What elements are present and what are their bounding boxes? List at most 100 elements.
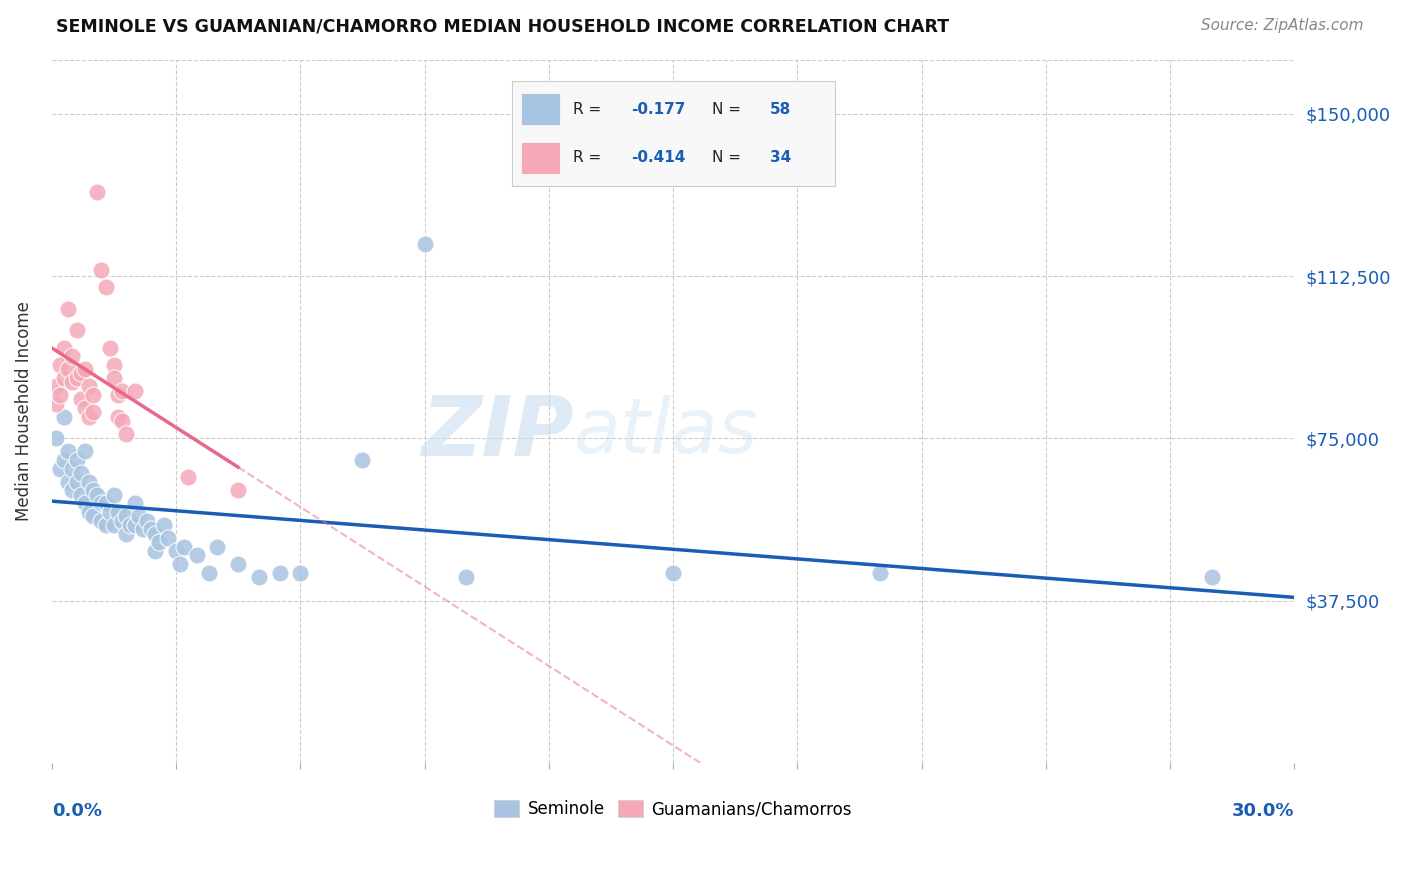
Point bbox=[662, 566, 685, 580]
Point bbox=[53, 453, 76, 467]
Point bbox=[124, 496, 146, 510]
Point bbox=[86, 488, 108, 502]
Point bbox=[152, 518, 174, 533]
Point bbox=[115, 509, 138, 524]
Point bbox=[45, 379, 67, 393]
Point bbox=[62, 461, 84, 475]
Point bbox=[124, 384, 146, 398]
Point bbox=[124, 518, 146, 533]
Point bbox=[198, 566, 221, 580]
Point bbox=[49, 358, 72, 372]
Point bbox=[69, 488, 91, 502]
Point bbox=[73, 444, 96, 458]
Point bbox=[58, 301, 80, 316]
Point bbox=[86, 185, 108, 199]
Point bbox=[69, 466, 91, 480]
Point bbox=[111, 414, 134, 428]
Point bbox=[128, 509, 150, 524]
Point bbox=[269, 566, 291, 580]
Point bbox=[94, 518, 117, 533]
Point bbox=[65, 475, 87, 489]
Point bbox=[65, 371, 87, 385]
Point bbox=[115, 427, 138, 442]
Point bbox=[413, 236, 436, 251]
Point bbox=[247, 570, 270, 584]
Point bbox=[156, 531, 179, 545]
Point bbox=[1201, 570, 1223, 584]
Point bbox=[77, 475, 100, 489]
Point bbox=[45, 432, 67, 446]
Point bbox=[82, 405, 104, 419]
Point bbox=[120, 518, 142, 533]
Point bbox=[69, 392, 91, 407]
Point bbox=[107, 505, 129, 519]
Point bbox=[111, 514, 134, 528]
Point bbox=[58, 444, 80, 458]
Point bbox=[69, 367, 91, 381]
Point bbox=[132, 522, 155, 536]
Point bbox=[107, 409, 129, 424]
Point bbox=[226, 557, 249, 571]
Point bbox=[173, 540, 195, 554]
Point bbox=[141, 522, 163, 536]
Point bbox=[136, 514, 159, 528]
Point bbox=[226, 483, 249, 498]
Point bbox=[73, 496, 96, 510]
Text: ZIP: ZIP bbox=[420, 392, 574, 473]
Point bbox=[45, 397, 67, 411]
Point bbox=[352, 453, 374, 467]
Point bbox=[454, 570, 477, 584]
Point bbox=[143, 544, 166, 558]
Y-axis label: Median Household Income: Median Household Income bbox=[15, 301, 32, 521]
Point bbox=[90, 514, 112, 528]
Point bbox=[49, 388, 72, 402]
Point bbox=[53, 341, 76, 355]
Point bbox=[207, 540, 229, 554]
Text: Source: ZipAtlas.com: Source: ZipAtlas.com bbox=[1201, 18, 1364, 33]
Text: SEMINOLE VS GUAMANIAN/CHAMORRO MEDIAN HOUSEHOLD INCOME CORRELATION CHART: SEMINOLE VS GUAMANIAN/CHAMORRO MEDIAN HO… bbox=[56, 18, 949, 36]
Point bbox=[290, 566, 312, 580]
Point bbox=[82, 388, 104, 402]
Point bbox=[49, 461, 72, 475]
Text: 30.0%: 30.0% bbox=[1232, 802, 1295, 820]
Point bbox=[77, 505, 100, 519]
Point bbox=[103, 488, 125, 502]
Point bbox=[94, 496, 117, 510]
Point bbox=[82, 509, 104, 524]
Point bbox=[103, 371, 125, 385]
Point bbox=[90, 262, 112, 277]
Point bbox=[107, 388, 129, 402]
Text: 0.0%: 0.0% bbox=[52, 802, 101, 820]
Point bbox=[103, 358, 125, 372]
Point bbox=[62, 375, 84, 389]
Point bbox=[94, 280, 117, 294]
Point bbox=[148, 535, 170, 549]
Point bbox=[143, 526, 166, 541]
Point bbox=[77, 379, 100, 393]
Legend: Seminole, Guamanians/Chamorros: Seminole, Guamanians/Chamorros bbox=[488, 794, 859, 825]
Point bbox=[103, 518, 125, 533]
Point bbox=[115, 526, 138, 541]
Point bbox=[62, 483, 84, 498]
Point bbox=[869, 566, 891, 580]
Point bbox=[82, 483, 104, 498]
Point bbox=[98, 341, 121, 355]
Point bbox=[165, 544, 187, 558]
Point bbox=[53, 409, 76, 424]
Point bbox=[98, 505, 121, 519]
Point bbox=[62, 349, 84, 363]
Point bbox=[65, 323, 87, 337]
Point bbox=[53, 371, 76, 385]
Point bbox=[186, 549, 208, 563]
Point bbox=[77, 409, 100, 424]
Point bbox=[65, 453, 87, 467]
Point bbox=[169, 557, 191, 571]
Point bbox=[58, 362, 80, 376]
Point bbox=[73, 362, 96, 376]
Point bbox=[58, 475, 80, 489]
Point bbox=[73, 401, 96, 416]
Point bbox=[177, 470, 200, 484]
Text: atlas: atlas bbox=[574, 395, 758, 469]
Point bbox=[90, 496, 112, 510]
Point bbox=[111, 384, 134, 398]
